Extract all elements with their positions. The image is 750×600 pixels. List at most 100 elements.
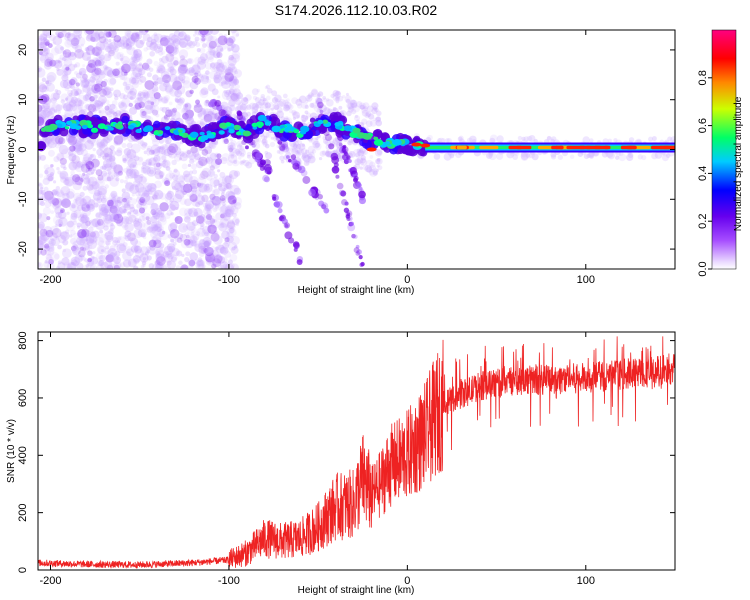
spectrogram-point: [192, 150, 200, 158]
spectrogram-point: [220, 192, 225, 196]
spectrogram-point: [107, 171, 112, 175]
spectrogram-y-tick-label: 10: [17, 94, 29, 106]
spectrogram-point: [96, 245, 106, 254]
spectrogram-point: [180, 264, 189, 269]
spectrogram-point: [161, 155, 167, 161]
spectrogram-point: [104, 30, 112, 38]
spectrogram-point: [139, 202, 148, 211]
spectrogram-point: [51, 197, 60, 206]
spectrogram-point: [191, 40, 198, 47]
spectrogram-point: [192, 179, 197, 184]
spectrogram-band-core: [177, 129, 183, 133]
spectrogram-point: [97, 69, 103, 76]
spectrogram-point: [155, 251, 161, 256]
spectrogram-band-core: [300, 125, 310, 133]
spectrogram-point: [186, 189, 195, 198]
spectrogram-point: [104, 87, 109, 93]
spectrogram-point: [93, 202, 99, 208]
spectrogram-point: [120, 69, 128, 77]
spectrogram-point: [75, 91, 79, 96]
spectrogram-point: [607, 151, 616, 160]
spectrogram-point: [55, 31, 60, 36]
spectrogram-band-core: [87, 124, 94, 129]
spectrogram-point: [198, 239, 208, 249]
spectrogram-point: [296, 115, 300, 119]
spectrogram-point: [103, 66, 113, 76]
spectrogram-point: [42, 36, 47, 41]
spectrogram-point: [123, 159, 129, 164]
spectrogram-point: [175, 98, 180, 104]
spectrogram-point: [245, 94, 252, 101]
spectrogram-point: [170, 239, 174, 243]
spectrogram-point: [262, 174, 270, 182]
spectrogram-point: [136, 96, 146, 107]
spectrogram-point: [215, 62, 224, 71]
spectrogram-point: [236, 144, 243, 151]
spectrogram-point: [96, 252, 104, 260]
spectrogram-point: [155, 113, 160, 118]
spectrogram-point: [214, 61, 222, 69]
spectrogram-point: [64, 35, 70, 41]
spectrogram-point: [59, 172, 67, 180]
spectrogram-point: [199, 108, 207, 115]
spectrogram-point: [115, 114, 119, 119]
spectrogram-point: [47, 237, 55, 245]
spectrogram-point: [101, 101, 105, 105]
spectrogram-point: [142, 33, 151, 42]
spectrogram-point: [56, 89, 62, 96]
spectrogram-point: [125, 85, 131, 91]
spectrogram-point: [251, 88, 259, 96]
spectrogram-point: [350, 99, 356, 105]
spectrogram-point: [111, 194, 116, 199]
spectrogram-point: [227, 153, 238, 164]
spectrogram-point: [90, 255, 95, 260]
spectrogram-point: [70, 237, 77, 245]
spectrogram-point: [71, 175, 77, 181]
spectrogram-point: [136, 96, 140, 100]
spectrogram-point: [77, 104, 84, 111]
spectrogram-point: [234, 70, 239, 75]
colorbar-tick-label: 0.6: [697, 118, 709, 133]
spectrogram-point: [38, 173, 44, 178]
spectrogram-point: [133, 265, 139, 269]
spectrogram-y-tick-label: -10: [17, 191, 29, 207]
spectrogram-point: [38, 115, 45, 124]
spectrogram-point: [153, 60, 159, 67]
spectrogram-point: [224, 72, 235, 82]
spectrogram-point: [115, 177, 120, 182]
spectrogram-point: [160, 34, 168, 42]
spectrogram-point: [183, 216, 191, 223]
spectrogram-band-core: [317, 119, 324, 125]
spectrogram-point: [218, 109, 226, 117]
spectrogram-point: [331, 165, 340, 174]
spectrogram-point: [188, 170, 194, 175]
spectrogram-point: [144, 251, 150, 256]
spectrogram-point: [92, 147, 96, 152]
spectrogram-point: [218, 81, 224, 87]
spectrogram-point: [44, 166, 55, 177]
spectrogram-point: [209, 108, 215, 114]
spectrogram-point: [153, 167, 157, 171]
spectrogram-point: [202, 72, 209, 80]
spectrogram-point: [113, 256, 122, 265]
spectrogram-point: [135, 53, 142, 61]
spectrogram-point: [190, 183, 196, 189]
spectrogram-point: [198, 183, 208, 193]
spectrogram-point: [230, 235, 240, 246]
spectrogram-point: [133, 171, 138, 176]
spectrogram-point: [170, 112, 177, 119]
spectrogram-point: [84, 159, 92, 167]
spectrogram-point: [143, 47, 148, 52]
spectrogram-point: [205, 157, 211, 163]
spectrogram-band-peak: [366, 147, 377, 152]
spectrogram-point: [48, 103, 57, 111]
spectrogram-point: [433, 153, 441, 160]
spectrogram-point: [90, 218, 100, 228]
spectrogram-point: [108, 155, 116, 163]
spectrogram-point: [358, 190, 366, 199]
spectrogram-point: [181, 75, 190, 85]
spectrogram-point: [169, 228, 175, 234]
spectrogram-point: [150, 101, 155, 106]
spectrogram-point: [91, 206, 95, 210]
spectrogram-point: [82, 154, 91, 162]
